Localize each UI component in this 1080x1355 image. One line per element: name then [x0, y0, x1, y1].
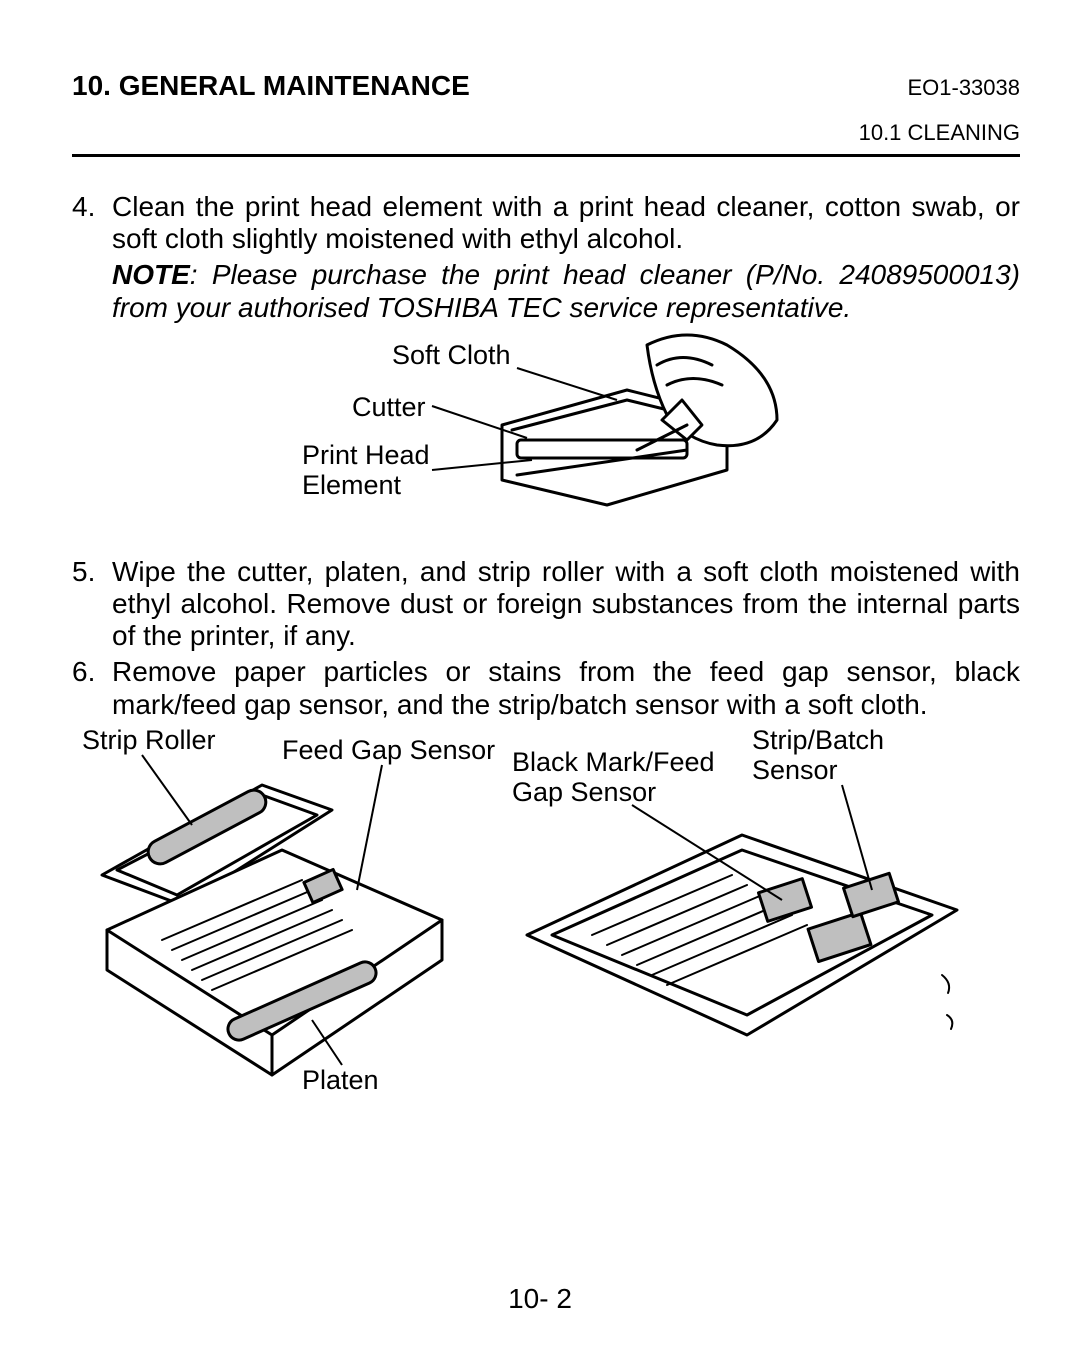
- label-printhead-l2: Element: [302, 470, 401, 501]
- printhead-illustration-icon: [477, 330, 797, 520]
- step-text: Clean the print head element with a prin…: [112, 191, 1020, 255]
- step-6: 6. Remove paper particles or stains from…: [72, 656, 1020, 720]
- document-id: EO1-33038: [907, 75, 1020, 101]
- note-text: Please purchase the print head cleaner (…: [112, 259, 1020, 322]
- label-printhead-l1: Print Head: [302, 440, 430, 471]
- note-label: NOTE: [112, 259, 190, 290]
- step-text: Wipe the cutter, platen, and strip rolle…: [112, 556, 1020, 653]
- label-cutter: Cutter: [352, 392, 426, 423]
- step-text: Remove paper particles or stains from th…: [112, 656, 1020, 720]
- figure-printhead: Soft Cloth Cutter Print Head Element: [72, 340, 1020, 530]
- step-number: 4.: [72, 191, 112, 255]
- printer-left-illustration-icon: [72, 755, 472, 1085]
- header-rule: [72, 154, 1020, 157]
- label-stripbatch-l2: Sensor: [752, 755, 838, 786]
- label-stripbatch-l1: Strip/Batch: [752, 725, 884, 756]
- label-strip-roller: Strip Roller: [82, 725, 216, 756]
- note-sep: :: [190, 259, 212, 290]
- content-block: 4. Clean the print head element with a p…: [72, 191, 1020, 1125]
- section-title: 10. GENERAL MAINTENANCE: [72, 70, 470, 102]
- figure-sensors: Strip Roller Feed Gap Sensor Black Mark/…: [72, 725, 1020, 1125]
- step-5: 5. Wipe the cutter, platen, and strip ro…: [72, 556, 1020, 653]
- subheading: 10.1 CLEANING: [72, 120, 1020, 146]
- note-block: NOTE: Please purchase the print head cle…: [112, 259, 1020, 323]
- step-number: 5.: [72, 556, 112, 653]
- label-blackmark-l2: Gap Sensor: [512, 777, 656, 808]
- step-number: 6.: [72, 656, 112, 720]
- printer-right-illustration-icon: [512, 815, 972, 1065]
- step-4: 4. Clean the print head element with a p…: [72, 191, 1020, 255]
- manual-page: 10. GENERAL MAINTENANCE EO1-33038 10.1 C…: [0, 0, 1080, 1355]
- header-row: 10. GENERAL MAINTENANCE EO1-33038: [72, 70, 1020, 102]
- label-blackmark-l1: Black Mark/Feed: [512, 747, 715, 778]
- page-number: 10- 2: [0, 1283, 1080, 1315]
